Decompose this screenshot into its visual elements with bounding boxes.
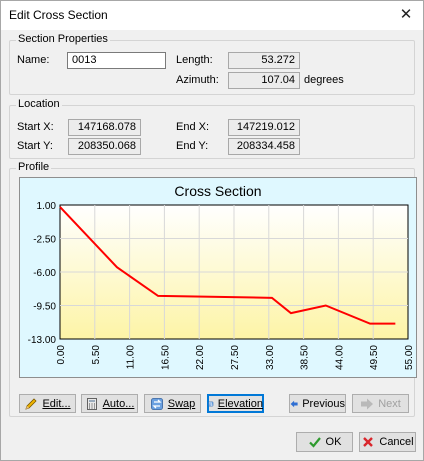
x-tick-label: 5.50 (91, 345, 102, 365)
name-label: Name: (17, 54, 50, 66)
chart-svg: Cross Section 0.00 5.50 11.00 16.50 22.00 27.… (28, 183, 415, 370)
chart-title: Cross Section (174, 183, 261, 199)
window-title: Edit Cross Section (9, 8, 108, 22)
cancel-x-icon (363, 437, 374, 447)
cancel-button-label: Cancel (379, 436, 414, 448)
auto-button[interactable]: Auto... (81, 394, 138, 413)
title-bar: Edit Cross Section ✕ (1, 1, 423, 30)
checkmark-icon (308, 437, 321, 448)
x-tick-label: 33.00 (265, 345, 276, 370)
end-x-value: 147219.012 (228, 119, 300, 136)
start-x-label: Start X: (17, 121, 54, 133)
edit-button-label: Edit... (42, 397, 71, 410)
location-title: Location (16, 98, 62, 110)
azimuth-value: 107.04 (228, 72, 300, 89)
start-y-value: 208350.068 (68, 138, 141, 155)
arrow-right-icon (361, 398, 374, 409)
cancel-button[interactable]: Cancel (359, 432, 416, 452)
y-tick-label: -6.00 (33, 268, 56, 279)
x-tick-label: 22.00 (195, 345, 206, 370)
x-tick-label: 44.00 (334, 345, 345, 370)
x-tick-label: 16.50 (160, 345, 171, 370)
y-tick-label: -13.00 (28, 335, 57, 346)
next-button[interactable]: Next (352, 394, 409, 413)
y-tick-label: -9.50 (33, 302, 56, 313)
azimuth-label: Azimuth: (176, 74, 219, 86)
profile-series-line (59, 206, 396, 325)
close-icon[interactable]: ✕ (399, 6, 413, 23)
swap-icon (150, 397, 163, 410)
y-tick-label: 1.00 (37, 201, 57, 212)
elevation-button[interactable]: Elevation (207, 394, 264, 413)
elevation-button-label: Elevation (217, 397, 263, 410)
x-tick-label: 27.50 (230, 345, 241, 370)
elevation-icon (208, 401, 214, 406)
next-button-label: Next (378, 397, 401, 410)
ok-button-label: OK (325, 436, 342, 448)
end-x-label: End X: (176, 121, 210, 133)
x-tick-label: 38.50 (300, 345, 311, 370)
length-value: 53.272 (228, 52, 300, 69)
end-y-label: End Y: (176, 140, 209, 152)
start-y-label: Start Y: (17, 140, 53, 152)
start-x-value: 147168.078 (68, 119, 141, 136)
y-tick-label: -2.50 (33, 235, 56, 246)
pencil-icon (25, 397, 38, 410)
section-properties-group: Section Properties Name: 0013 Length: 53… (9, 33, 415, 95)
auto-button-label: Auto... (102, 397, 135, 410)
x-tick-label: 55.00 (404, 345, 415, 370)
edit-button[interactable]: Edit... (19, 394, 76, 413)
name-field[interactable]: 0013 (67, 52, 166, 69)
swap-button[interactable]: Swap (144, 394, 201, 413)
profile-title: Profile (16, 161, 52, 173)
end-y-value: 208334.458 (228, 138, 300, 155)
ok-button[interactable]: OK (296, 432, 353, 452)
x-tick-label: 49.50 (369, 345, 380, 370)
arrow-left-icon (290, 400, 298, 407)
x-tick-label: 0.00 (56, 345, 67, 365)
swap-button-label: Swap (167, 397, 196, 410)
profile-group: Profile Cross Section 0.00 5.50 11.00 16.50… (9, 161, 417, 417)
length-label: Length: (176, 54, 213, 66)
previous-button[interactable]: Previous (289, 394, 346, 413)
cross-section-chart: Cross Section 0.00 5.50 11.00 16.50 22.00 27.… (19, 177, 417, 378)
calculator-icon (86, 397, 97, 410)
location-group: Location Start X: 147168.078 End X: 1472… (9, 98, 415, 159)
azimuth-unit: degrees (304, 74, 344, 86)
x-tick-label: 11.00 (126, 345, 137, 370)
previous-button-label: Previous (302, 397, 345, 410)
section-properties-title: Section Properties (16, 33, 110, 45)
